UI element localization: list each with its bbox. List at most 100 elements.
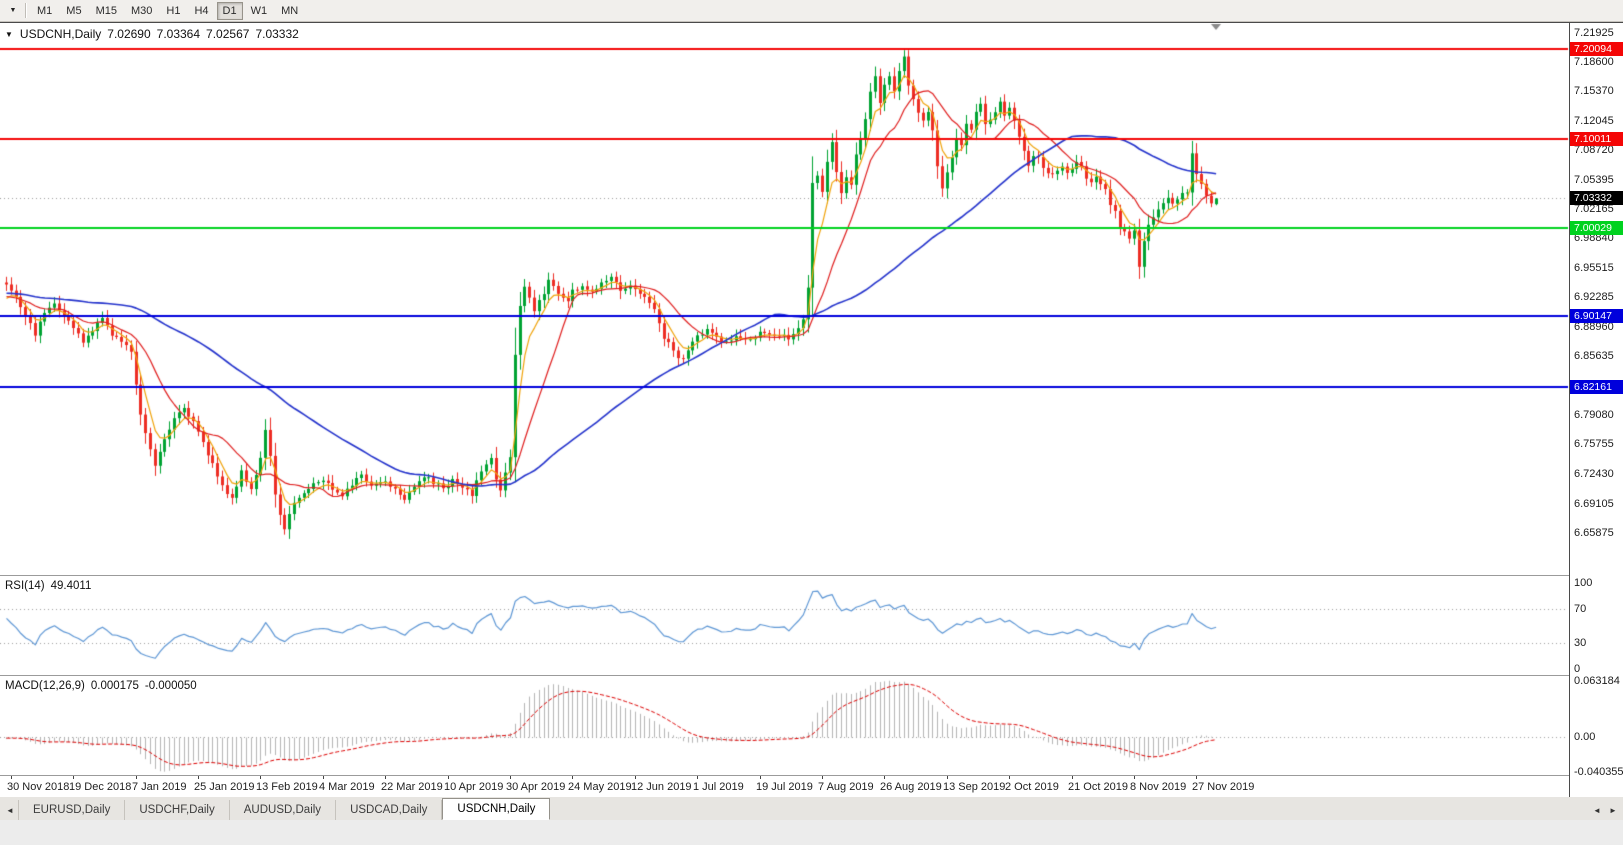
price-axis[interactable]: 7.21925 7.18600 7.15370 7.12045 7.08720 7.053… (1569, 23, 1623, 797)
date-axis-label: 25 Jan 2019 (194, 781, 255, 793)
timeframe-button-m1[interactable]: M1 (37, 4, 53, 17)
timeframe-button-h1[interactable]: H1 (166, 4, 181, 17)
date-axis-label: 12 Jun 2019 (631, 781, 692, 793)
hline-price-tag: 7.10011 (1570, 131, 1623, 146)
hline-price-tag: 7.00029 (1570, 220, 1623, 235)
dropdown-arrow-icon: ▼ (9, 7, 17, 14)
date-axis-tick (385, 776, 386, 779)
date-axis-label: 13 Feb 2019 (256, 781, 318, 793)
price-axis-label: 7.08720 (1574, 144, 1614, 157)
price-axis-label: 7.18600 (1574, 56, 1614, 69)
hline-price-tag: 6.90147 (1570, 309, 1623, 324)
panel-separator (0, 775, 1623, 776)
date-axis-label: 26 Aug 2019 (880, 781, 942, 793)
price-axis-label: 6.85635 (1574, 350, 1614, 363)
date-axis-tick (1072, 776, 1073, 779)
date-axis-label: 30 Nov 2018 (7, 781, 70, 793)
tab-audusd-daily[interactable]: AUDUSD,Daily (230, 800, 337, 820)
tabs-scroll-right-group: ◄ ► (1589, 801, 1621, 820)
timeframe-button-group: M1 M5 M15 M30 H1 H4 D1 W1 MN (30, 1, 305, 20)
timeframe-toolbar: ▼ M1 M5 M15 M30 H1 H4 D1 W1 MN (0, 0, 1623, 22)
panel-separator[interactable] (0, 575, 1623, 576)
high-value: 7.03364 (156, 27, 201, 41)
toolbar-separator (25, 3, 26, 18)
date-axis-tick (448, 776, 449, 779)
date-axis-label: 22 Mar 2019 (381, 781, 443, 793)
date-axis-tick (73, 776, 74, 779)
rsi-axis-label: 100 (1574, 577, 1593, 589)
close-value: 7.03332 (255, 27, 299, 41)
date-axis-tick (697, 776, 698, 779)
chart-dropdown-button[interactable]: ▼ (3, 2, 23, 20)
rsi-axis-label: 0 (1574, 663, 1581, 675)
open-value: 7.02690 (107, 27, 151, 41)
date-axis-tick (947, 776, 948, 779)
date-axis-label: 10 Apr 2019 (444, 781, 504, 793)
tab-usdcnh-daily[interactable]: USDCNH,Daily (442, 798, 551, 820)
date-axis-label: 7 Aug 2019 (818, 781, 874, 793)
macd-indicator-title: MACD(12,26,9) 0.000175 -0.000050 (5, 680, 197, 692)
macd-panel-canvas[interactable] (0, 676, 1569, 776)
date-axis-tick (1196, 776, 1197, 779)
timeframe-button-d1[interactable]: D1 (216, 1, 243, 20)
date-axis-label: 24 May 2019 (568, 781, 632, 793)
price-axis-label: 6.95515 (1574, 262, 1614, 275)
date-axis-label: 19 Dec 2018 (69, 781, 132, 793)
price-axis-label: 6.69105 (1574, 497, 1614, 510)
timeframe-button-w1[interactable]: W1 (250, 4, 268, 17)
macd-main-value: 0.000175 (90, 680, 139, 692)
rsi-panel-canvas[interactable] (0, 576, 1569, 676)
date-axis-tick (1009, 776, 1010, 779)
date-axis-label: 7 Jan 2019 (132, 781, 187, 793)
chart-area: ▼ USDCNH,Daily 7.02690 7.03364 7.02567 7… (0, 22, 1623, 797)
price-chart-canvas[interactable] (0, 23, 1569, 576)
price-axis-label: 7.15370 (1574, 85, 1614, 98)
rsi-value: 49.4011 (50, 580, 92, 592)
hline-price-tag: 7.20094 (1570, 41, 1623, 56)
chart-tabs: EURUSD,Daily USDCHF,Daily AUDUSD,Daily USDC… (18, 798, 551, 820)
panel-separator[interactable] (0, 675, 1623, 676)
price-axis-label: 7.21925 (1574, 26, 1614, 39)
timeframe-button-m15[interactable]: M15 (95, 4, 117, 17)
tab-usdcad-daily[interactable]: USDCAD,Daily (336, 800, 443, 820)
date-axis-tick (822, 776, 823, 779)
date-axis-tick (760, 776, 761, 779)
chart-title: ▼ USDCNH,Daily 7.02690 7.03364 7.02567 7… (5, 27, 299, 41)
date-axis-tick (510, 776, 511, 779)
date-axis-tick (136, 776, 137, 779)
rsi-axis-label: 70 (1574, 602, 1587, 615)
rsi-label: RSI(14) (5, 580, 45, 592)
tab-eurusd-daily[interactable]: EURUSD,Daily (18, 800, 126, 820)
date-axis-label: 1 Jul 2019 (693, 781, 744, 793)
date-axis-label: 27 Nov 2019 (1192, 781, 1255, 793)
date-axis[interactable]: 30 Nov 2018 19 Dec 2018 7 Jan 2019 25 Jan 2… (0, 776, 1569, 797)
date-axis-label: 13 Sep 2019 (943, 781, 1006, 793)
hline-price-tag: 6.82161 (1570, 380, 1623, 395)
rsi-axis-label: 30 (1574, 637, 1587, 650)
low-value: 7.02567 (206, 27, 250, 41)
tabs-scroll-left-icon[interactable]: ◄ (1593, 806, 1601, 815)
date-axis-label: 2 Oct 2019 (1005, 781, 1059, 793)
price-axis-label: 6.79080 (1574, 408, 1614, 421)
timeframe-button-mn[interactable]: MN (281, 4, 299, 17)
tab-usdchf-daily[interactable]: USDCHF,Daily (125, 800, 230, 820)
chart-menu-triangle-icon[interactable]: ▼ (5, 29, 13, 39)
price-axis-label: 7.02165 (1574, 202, 1614, 215)
timeframe-button-h4[interactable]: H4 (194, 4, 209, 17)
timeframe-button-m30[interactable]: M30 (130, 4, 153, 17)
macd-axis-label: 0.00 (1574, 730, 1596, 743)
tabs-scroll-left-icon[interactable]: ◄ (6, 806, 14, 815)
status-strip (0, 820, 1623, 845)
date-axis-label: 30 Apr 2019 (506, 781, 566, 793)
price-axis-label: 6.75755 (1574, 438, 1614, 451)
price-axis-label: 6.72430 (1574, 468, 1614, 481)
date-axis-label: 4 Mar 2019 (319, 781, 375, 793)
date-axis-tick (198, 776, 199, 779)
macd-axis-label: 0.063184 (1574, 674, 1620, 687)
price-axis-label: 6.65875 (1574, 526, 1614, 539)
symbol-period-label: USDCNH,Daily (19, 27, 102, 41)
tabs-scroll-right-icon[interactable]: ► (1609, 806, 1617, 815)
date-axis-label: 19 Jul 2019 (756, 781, 813, 793)
current-price-tag: 7.03332 (1570, 191, 1623, 206)
timeframe-button-m5[interactable]: M5 (66, 4, 82, 17)
